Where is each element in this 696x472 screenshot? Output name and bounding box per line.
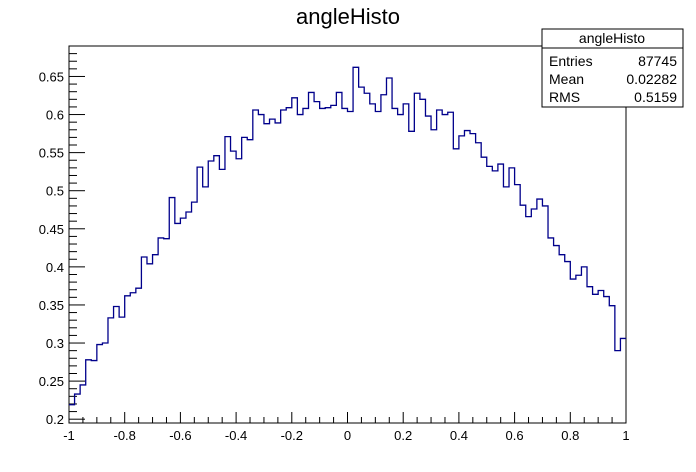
x-tick-label: -1 (63, 428, 75, 443)
stats-box-title: angleHisto (579, 30, 645, 46)
y-tick-label: 0.4 (46, 260, 64, 275)
x-axis: -1 -0.8 -0.6 -0.4 -0.2 0 0.2 0.4 0.6 0.8 1 (63, 412, 630, 443)
stats-box-frame (541, 28, 684, 108)
x-tick-label: 0.2 (394, 428, 412, 443)
y-tick-label: 0.35 (39, 298, 64, 313)
stats-entries-label: Entries (549, 53, 593, 69)
stats-box: angleHisto Entries 87745 Mean 0.02282 RM… (541, 28, 684, 108)
y-tick-label: 0.6 (46, 108, 64, 123)
y-tick-label: 0.55 (39, 146, 64, 161)
y-tick-label: 0.65 (39, 69, 64, 84)
x-tick-label: 0.8 (561, 428, 579, 443)
y-tick-label: 0.25 (39, 374, 64, 389)
stats-mean-value: 0.02282 (626, 71, 677, 87)
y-tick-label: 0.2 (46, 412, 64, 427)
x-tick-label: -0.8 (113, 428, 135, 443)
stats-mean-label: Mean (549, 71, 584, 87)
x-tick-label: -0.6 (169, 428, 191, 443)
y-tick-label: 0.3 (46, 336, 64, 351)
stats-rms-value: 0.5159 (634, 89, 677, 105)
x-tick-label: -0.2 (281, 428, 303, 443)
stats-rms-label: RMS (549, 89, 580, 105)
chart-title: angleHisto (296, 4, 400, 29)
y-tick-label: 0.5 (46, 184, 64, 199)
x-tick-label: 0.6 (506, 428, 524, 443)
y-tick-label: 0.45 (39, 222, 64, 237)
stats-entries-value: 87745 (638, 53, 677, 69)
y-axis: 0.2 0.25 0.3 0.35 0.4 0.45 0.5 0.55 0.6 0.65 (39, 45, 85, 427)
histogram-line (69, 66, 626, 406)
x-tick-label: 0 (344, 428, 351, 443)
x-tick-label: 1 (622, 428, 629, 443)
x-tick-label: -0.4 (225, 428, 247, 443)
x-tick-label: 0.4 (450, 428, 468, 443)
